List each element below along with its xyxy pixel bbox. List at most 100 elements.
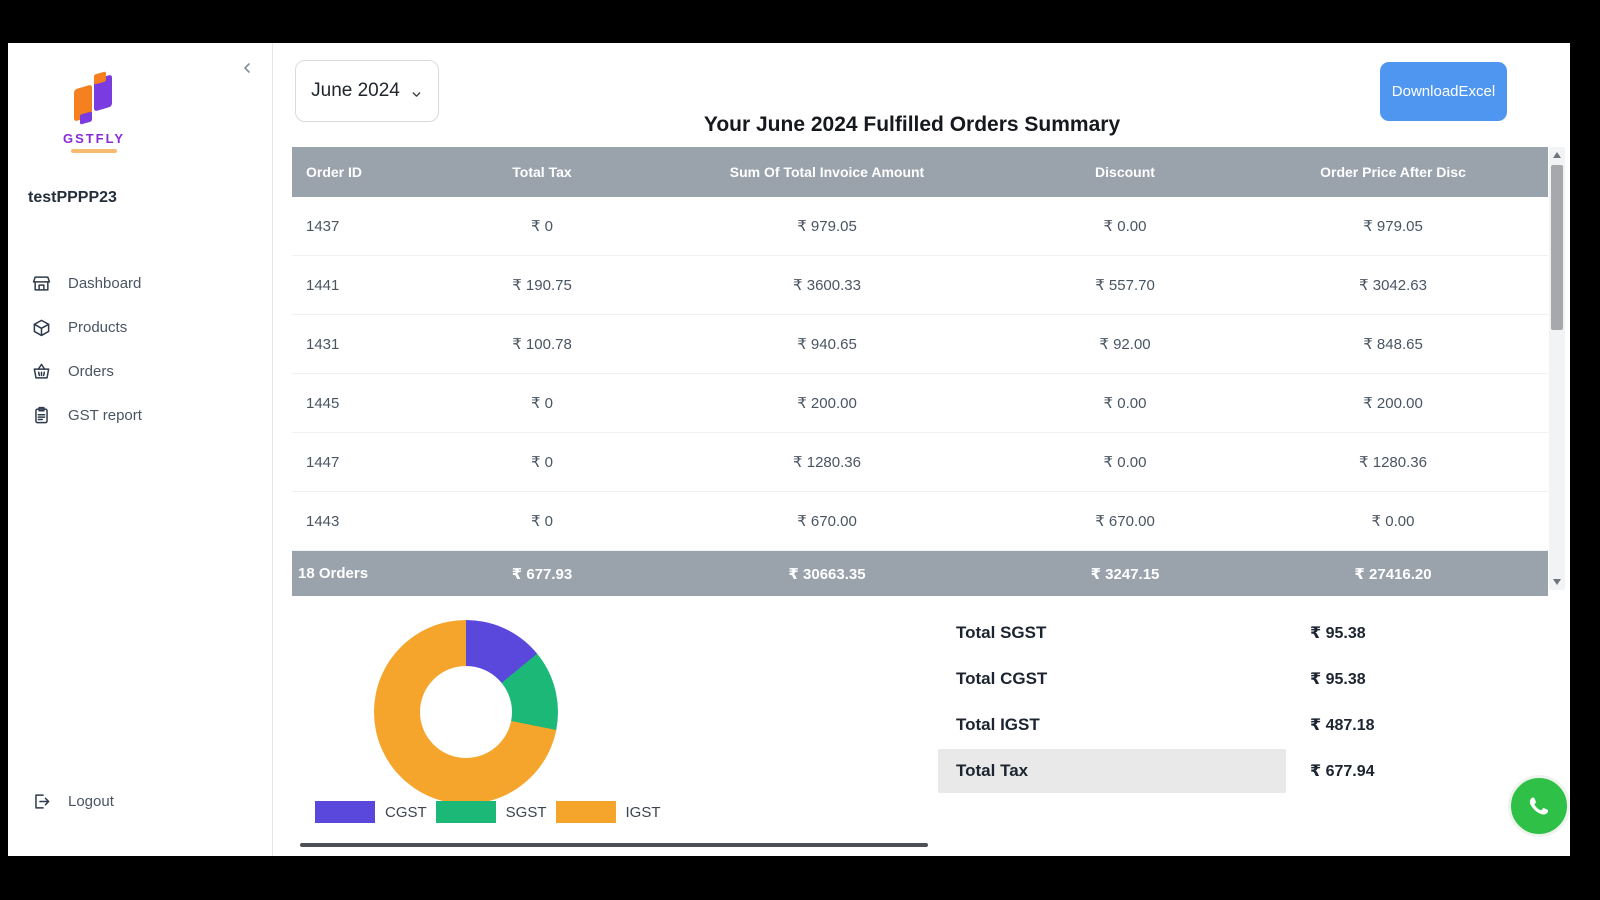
total-label-box: Total SGST [938, 611, 1286, 655]
sidebar-item-label: Orders [68, 362, 114, 380]
table-cell: ₹ 3042.63 [1359, 277, 1427, 294]
column-header: Discount [1095, 164, 1155, 180]
logout-icon [32, 791, 52, 811]
table-cell: ₹ 0.00 [1103, 218, 1147, 235]
table-vertical-scrollbar[interactable] [1549, 147, 1565, 590]
logo-text: GSTFLY [62, 131, 126, 146]
total-row: Total IGST ₹ 487.18 [938, 702, 1538, 748]
legend-label: SGST [505, 803, 547, 821]
total-value: ₹ 487.18 [1310, 717, 1375, 734]
total-value: ₹ 677.94 [1310, 763, 1375, 780]
table-cell: 1445 [306, 394, 340, 412]
month-select-value: June 2024 [311, 80, 400, 101]
total-value: ₹ 95.38 [1310, 671, 1366, 688]
table-cell: ₹ 1280.36 [793, 454, 861, 471]
table-cell: ₹ 848.65 [1363, 336, 1423, 353]
logo: GSTFLY [48, 71, 140, 153]
legend-label: CGST [385, 803, 427, 821]
footer-cell: ₹ 27416.20 [1354, 565, 1432, 583]
table-cell: 1447 [306, 453, 340, 471]
legend-swatch [315, 801, 375, 823]
table-row: 1447 ₹ 0 ₹ 1280.36 ₹ 0.00 ₹ 1280.36 [292, 433, 1548, 492]
legend-swatch [555, 801, 616, 823]
total-label: Total IGST [956, 715, 1040, 734]
tax-donut-chart[interactable] [374, 620, 558, 804]
download-excel-button[interactable]: DownloadExcel [1380, 62, 1507, 121]
sidebar-collapse-icon[interactable] [236, 57, 258, 79]
basket-icon [32, 361, 52, 381]
scrollbar-down-arrow-icon[interactable] [1553, 579, 1561, 585]
total-label-box: Total Tax [938, 749, 1286, 793]
table-cell: ₹ 670.00 [1095, 513, 1155, 530]
sidebar-item-orders[interactable]: Orders [8, 349, 272, 393]
sidebar-item-label: Dashboard [68, 274, 142, 292]
sidebar-item-dashboard[interactable]: Dashboard [8, 261, 272, 305]
horizontal-scrollbar[interactable] [300, 843, 928, 847]
table-cell: ₹ 0 [530, 395, 554, 412]
scrollbar-up-arrow-icon[interactable] [1553, 152, 1561, 158]
table-row: 1437 ₹ 0 ₹ 979.05 ₹ 0.00 ₹ 979.05 [292, 197, 1548, 256]
sidebar: GSTFLY testPPPP23 Dashboard Products Order… [8, 43, 273, 856]
footer-cell: 18 Orders [298, 565, 369, 582]
whatsapp-phone-icon [1529, 797, 1549, 815]
column-header: Total Tax [512, 164, 572, 180]
legend-swatch [435, 801, 496, 823]
store-icon [32, 273, 52, 293]
total-label: Total Tax [956, 761, 1029, 780]
table-cell: ₹ 3600.33 [793, 277, 861, 294]
footer-cell: ₹ 3247.15 [1090, 565, 1160, 583]
sidebar-nav: Dashboard Products Orders GST report [8, 261, 272, 437]
app-window: GSTFLY testPPPP23 Dashboard Products Order… [8, 43, 1570, 856]
table-cell: ₹ 0.00 [1371, 513, 1415, 530]
table-cell: ₹ 0.00 [1103, 395, 1147, 412]
table-cell: ₹ 940.65 [797, 336, 857, 353]
table-body: 1437 ₹ 0 ₹ 979.05 ₹ 0.00 ₹ 979.05 1441 ₹ 190.7… [292, 197, 1548, 551]
table-cell: ₹ 0 [530, 513, 554, 530]
sidebar-item-gst-report[interactable]: GST report [8, 393, 272, 437]
column-header: Order Price After Disc [1320, 164, 1466, 180]
table-cell: ₹ 979.05 [797, 218, 857, 235]
sidebar-item-products[interactable]: Products [8, 305, 272, 349]
table-row: 1443 ₹ 0 ₹ 670.00 ₹ 670.00 ₹ 0.00 [292, 492, 1548, 551]
legend-item-igst[interactable]: IGST [555, 801, 661, 823]
table-cell: ₹ 92.00 [1099, 336, 1151, 353]
table-cell: ₹ 200.00 [797, 395, 857, 412]
table-cell: 1443 [306, 512, 340, 530]
total-label: Total SGST [956, 623, 1047, 642]
gstfly-logo-icon [70, 71, 118, 127]
total-row: Total SGST ₹ 95.38 [938, 610, 1538, 656]
table-cell: 1437 [306, 217, 340, 235]
whatsapp-button[interactable] [1508, 775, 1570, 837]
products-icon [32, 317, 52, 337]
legend-item-sgst[interactable]: SGST [435, 801, 547, 823]
sidebar-item-label: GST report [68, 406, 142, 424]
scrollbar-thumb[interactable] [1551, 165, 1563, 330]
table-cell: ₹ 0.00 [1103, 454, 1147, 471]
page-title: Your June 2024 Fulfilled Orders Summary [703, 113, 1121, 136]
total-value: ₹ 95.38 [1310, 625, 1366, 642]
tax-totals: Total SGST ₹ 95.38 Total CGST ₹ 95.38 Total … [938, 610, 1538, 794]
month-select[interactable]: June 2024 [295, 60, 439, 122]
footer-cell: ₹ 30663.35 [788, 565, 866, 583]
table-cell: ₹ 0 [530, 454, 554, 471]
orders-table: Order ID Total Tax Sum Of Total Invoice Am… [292, 147, 1548, 596]
legend-item-cgst[interactable]: CGST [315, 801, 427, 823]
legend-label: IGST [625, 803, 661, 821]
logout-label: Logout [68, 792, 114, 810]
sidebar-item-label: Products [68, 318, 128, 336]
table-cell: 1431 [306, 335, 340, 353]
total-label-box: Total IGST [938, 703, 1286, 747]
total-row: Total Tax ₹ 677.94 [938, 748, 1538, 794]
table-footer-row: 18 Orders ₹ 677.93 ₹ 30663.35 ₹ 3247.15 ₹ 27… [292, 551, 1548, 596]
chart-legend: CGST SGST IGST [315, 801, 670, 823]
report-icon [32, 405, 52, 425]
username: testPPPP23 [28, 189, 117, 206]
table-cell: ₹ 670.00 [797, 513, 857, 530]
total-row: Total CGST ₹ 95.38 [938, 656, 1538, 702]
total-label: Total CGST [956, 669, 1048, 688]
table-row: 1441 ₹ 190.75 ₹ 3600.33 ₹ 557.70 ₹ 3042.63 [292, 256, 1548, 315]
table-cell: 1441 [306, 276, 340, 294]
table-cell: ₹ 1280.36 [1359, 454, 1427, 471]
sidebar-item-logout[interactable]: Logout [32, 791, 114, 811]
chevron-down-icon [410, 85, 423, 98]
